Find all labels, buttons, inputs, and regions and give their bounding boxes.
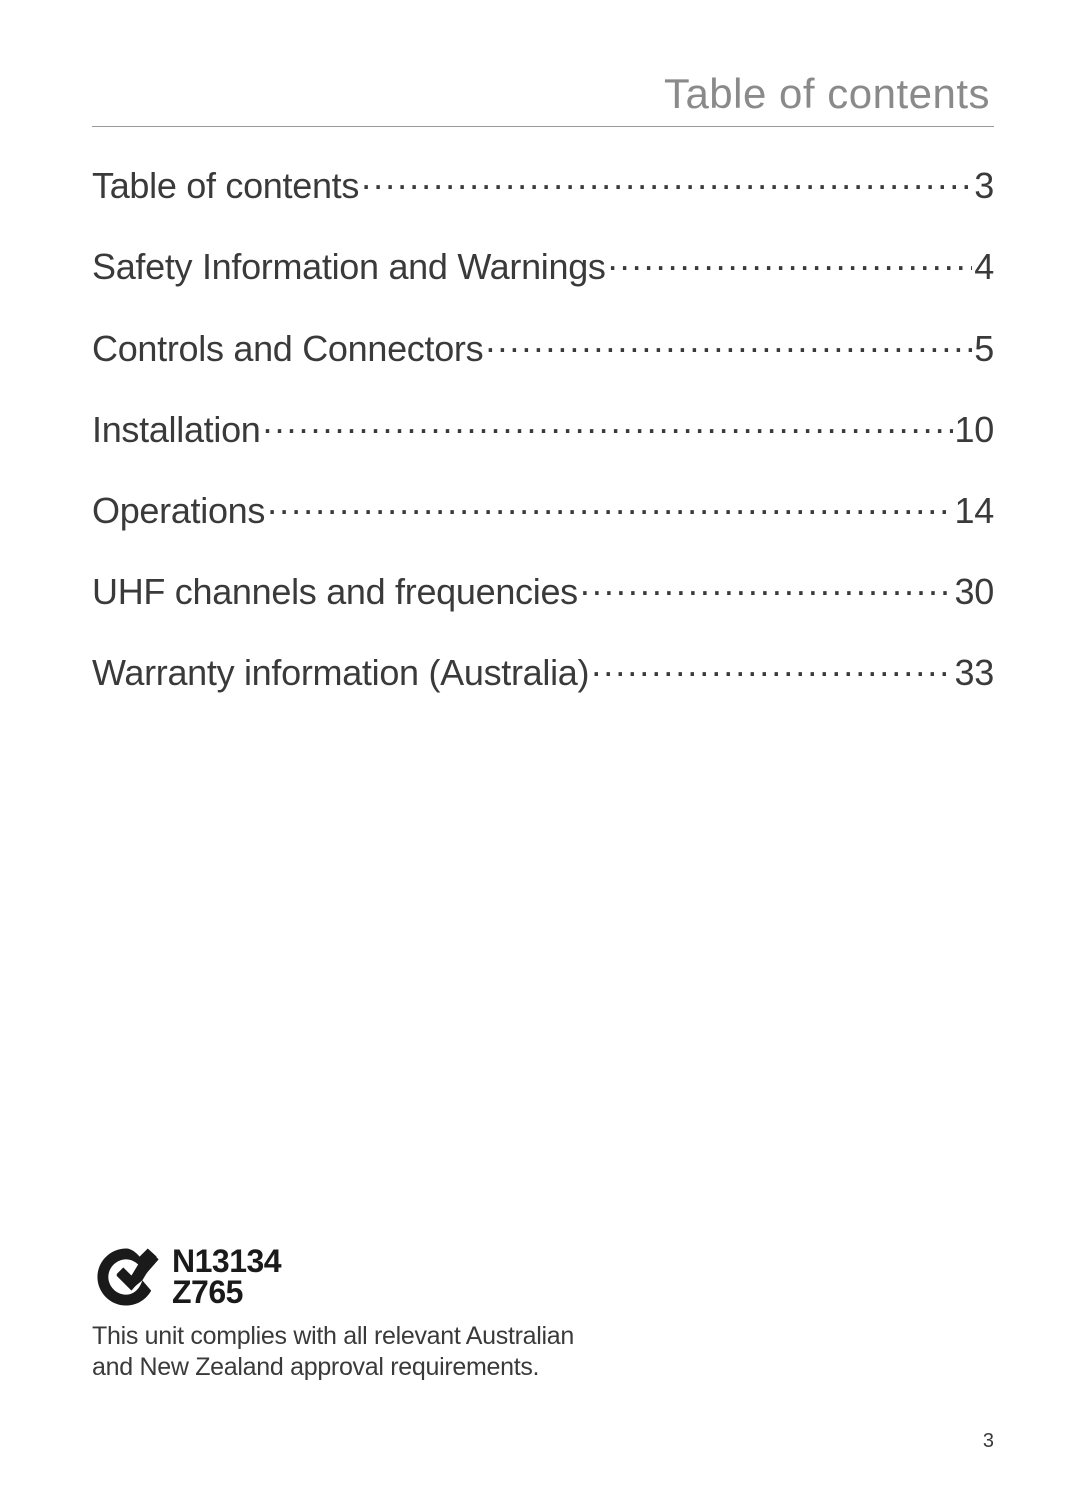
toc-leader-dots — [580, 561, 953, 604]
compliance-statement: This unit complies with all relevant Aus… — [92, 1321, 574, 1384]
toc-label: Installation — [92, 409, 261, 451]
page-number: 3 — [983, 1430, 994, 1453]
footer-certification-block: N13134 Z765 This unit complies with all … — [92, 1243, 574, 1384]
toc-label: UHF channels and frequencies — [92, 571, 578, 613]
toc-entry: UHF channels and frequencies 30 — [92, 561, 994, 613]
toc-label: Safety Information and Warnings — [92, 246, 606, 288]
page-header-title: Table of contents — [92, 70, 994, 127]
toc-leader-dots — [267, 480, 952, 523]
toc-leader-dots — [608, 236, 973, 279]
toc-leader-dots — [591, 642, 952, 685]
cert-code-line2: Z765 — [172, 1277, 281, 1307]
toc-entry: Installation 10 — [92, 399, 994, 451]
toc-label: Warranty information (Australia) — [92, 652, 589, 694]
c-tick-icon — [92, 1243, 160, 1311]
toc-page-number: 30 — [955, 571, 994, 613]
toc-label: Table of contents — [92, 165, 359, 207]
compliance-line1: This unit complies with all relevant Aus… — [92, 1321, 574, 1352]
toc-entry: Table of contents 3 — [92, 155, 994, 207]
table-of-contents-list: Table of contents 3 Safety Information a… — [92, 155, 994, 694]
toc-page-number: 33 — [955, 652, 994, 694]
toc-page-number: 5 — [974, 328, 994, 370]
toc-page-number: 10 — [955, 409, 994, 451]
certification-codes: N13134 Z765 — [172, 1246, 281, 1307]
toc-page-number: 4 — [974, 246, 994, 288]
cert-code-line1: N13134 — [172, 1246, 281, 1276]
toc-leader-dots — [361, 155, 972, 198]
toc-label: Controls and Connectors — [92, 328, 483, 370]
toc-page-number: 14 — [955, 490, 994, 532]
toc-leader-dots — [485, 317, 972, 360]
compliance-line2: and New Zealand approval requirements. — [92, 1352, 574, 1383]
toc-page-number: 3 — [974, 165, 994, 207]
toc-entry: Operations 14 — [92, 480, 994, 532]
toc-label: Operations — [92, 490, 265, 532]
toc-entry: Warranty information (Australia) 33 — [92, 642, 994, 694]
toc-leader-dots — [263, 399, 953, 442]
certification-row: N13134 Z765 — [92, 1243, 574, 1311]
toc-entry: Safety Information and Warnings 4 — [92, 236, 994, 288]
toc-entry: Controls and Connectors 5 — [92, 317, 994, 369]
